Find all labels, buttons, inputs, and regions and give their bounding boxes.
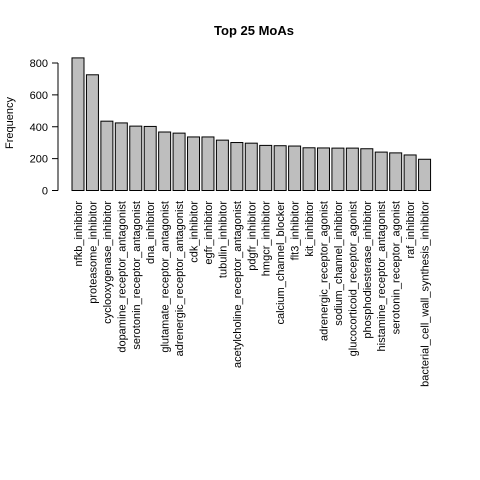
bar — [158, 131, 172, 191]
x-tick-label: cyclooxygenase_inhibitor — [102, 201, 114, 324]
bar — [230, 142, 244, 191]
y-tick-label: 800 — [30, 58, 48, 70]
x-tick-label: serotonin_receptor_antagonist — [131, 201, 143, 350]
bar — [201, 136, 215, 191]
x-tick-label: dna_inhibitor — [145, 201, 157, 264]
bar — [403, 154, 417, 192]
bar — [331, 147, 345, 191]
bar — [114, 122, 128, 191]
y-axis-label: Frequency — [4, 97, 16, 149]
x-tick-label: raf_inhibitor — [405, 201, 417, 259]
x-tick-label: pdgfr_inhibitor — [246, 201, 258, 271]
bar — [85, 74, 99, 191]
y-tick-label: 600 — [30, 90, 48, 102]
x-tick-labels: nfkb_inhibitor proteasome_inhibitor cycloo… — [73, 201, 432, 387]
bar — [71, 57, 85, 192]
bar — [100, 120, 114, 191]
x-tick-label: phosphodiesterase_inhibitor — [362, 201, 374, 339]
x-tick-label: sodium_channel_inhibitor — [333, 201, 345, 326]
bar — [360, 148, 374, 191]
x-tick-label: hmgcr_inhibitor — [261, 201, 273, 277]
bar — [418, 158, 432, 191]
bar — [244, 142, 258, 191]
bar — [259, 144, 273, 192]
x-tick-label: serotonin_receptor_agonist — [391, 201, 403, 334]
bar — [143, 125, 157, 191]
bar — [316, 147, 330, 191]
x-tick-label: nfkb_inhibitor — [73, 201, 85, 267]
bar — [389, 152, 403, 191]
x-tick-label: tubulin_inhibitor — [217, 201, 229, 278]
y-tick-label: 0 — [42, 186, 48, 198]
bar — [215, 139, 229, 191]
x-tick-label: dopamine_receptor_antagonist — [116, 201, 128, 353]
bar — [345, 147, 359, 191]
x-tick-label: acetylcholine_receptor_antagonist — [232, 201, 244, 368]
x-tick-label: proteasome_inhibitor — [87, 201, 99, 304]
y-axis: 0 200 400 600 800 — [30, 58, 59, 198]
y-tick-label: 400 — [30, 122, 48, 134]
bars — [71, 57, 432, 192]
x-tick-label: bacterial_cell_wall_synthesis_inhibitor — [420, 201, 432, 387]
bar — [129, 125, 143, 191]
bar — [273, 145, 287, 191]
bar — [187, 136, 201, 191]
chart-title: Top 25 MoAs — [214, 23, 294, 38]
bar — [302, 147, 316, 192]
x-tick-label: egfr_inhibitor — [203, 201, 215, 265]
x-tick-label: kit_inhibitor — [304, 201, 316, 257]
x-tick-label: cdk_inhibitor — [189, 201, 201, 263]
x-tick-label: glucocorticoid_receptor_agonist — [347, 201, 359, 356]
bar — [172, 132, 186, 191]
x-tick-label: adrenergic_receptor_antagonist — [174, 201, 186, 356]
bar — [288, 145, 302, 192]
x-tick-label: flt3_inhibitor — [290, 201, 302, 261]
x-tick-label: glutamate_receptor_antagonist — [160, 201, 172, 353]
bar — [374, 151, 388, 191]
x-tick-label: calcium_channel_blocker — [275, 201, 287, 325]
y-tick-label: 200 — [30, 154, 48, 166]
x-tick-label: adrenergic_receptor_agonist — [318, 201, 330, 341]
x-tick-label: histamine_receptor_antagonist — [376, 201, 388, 351]
